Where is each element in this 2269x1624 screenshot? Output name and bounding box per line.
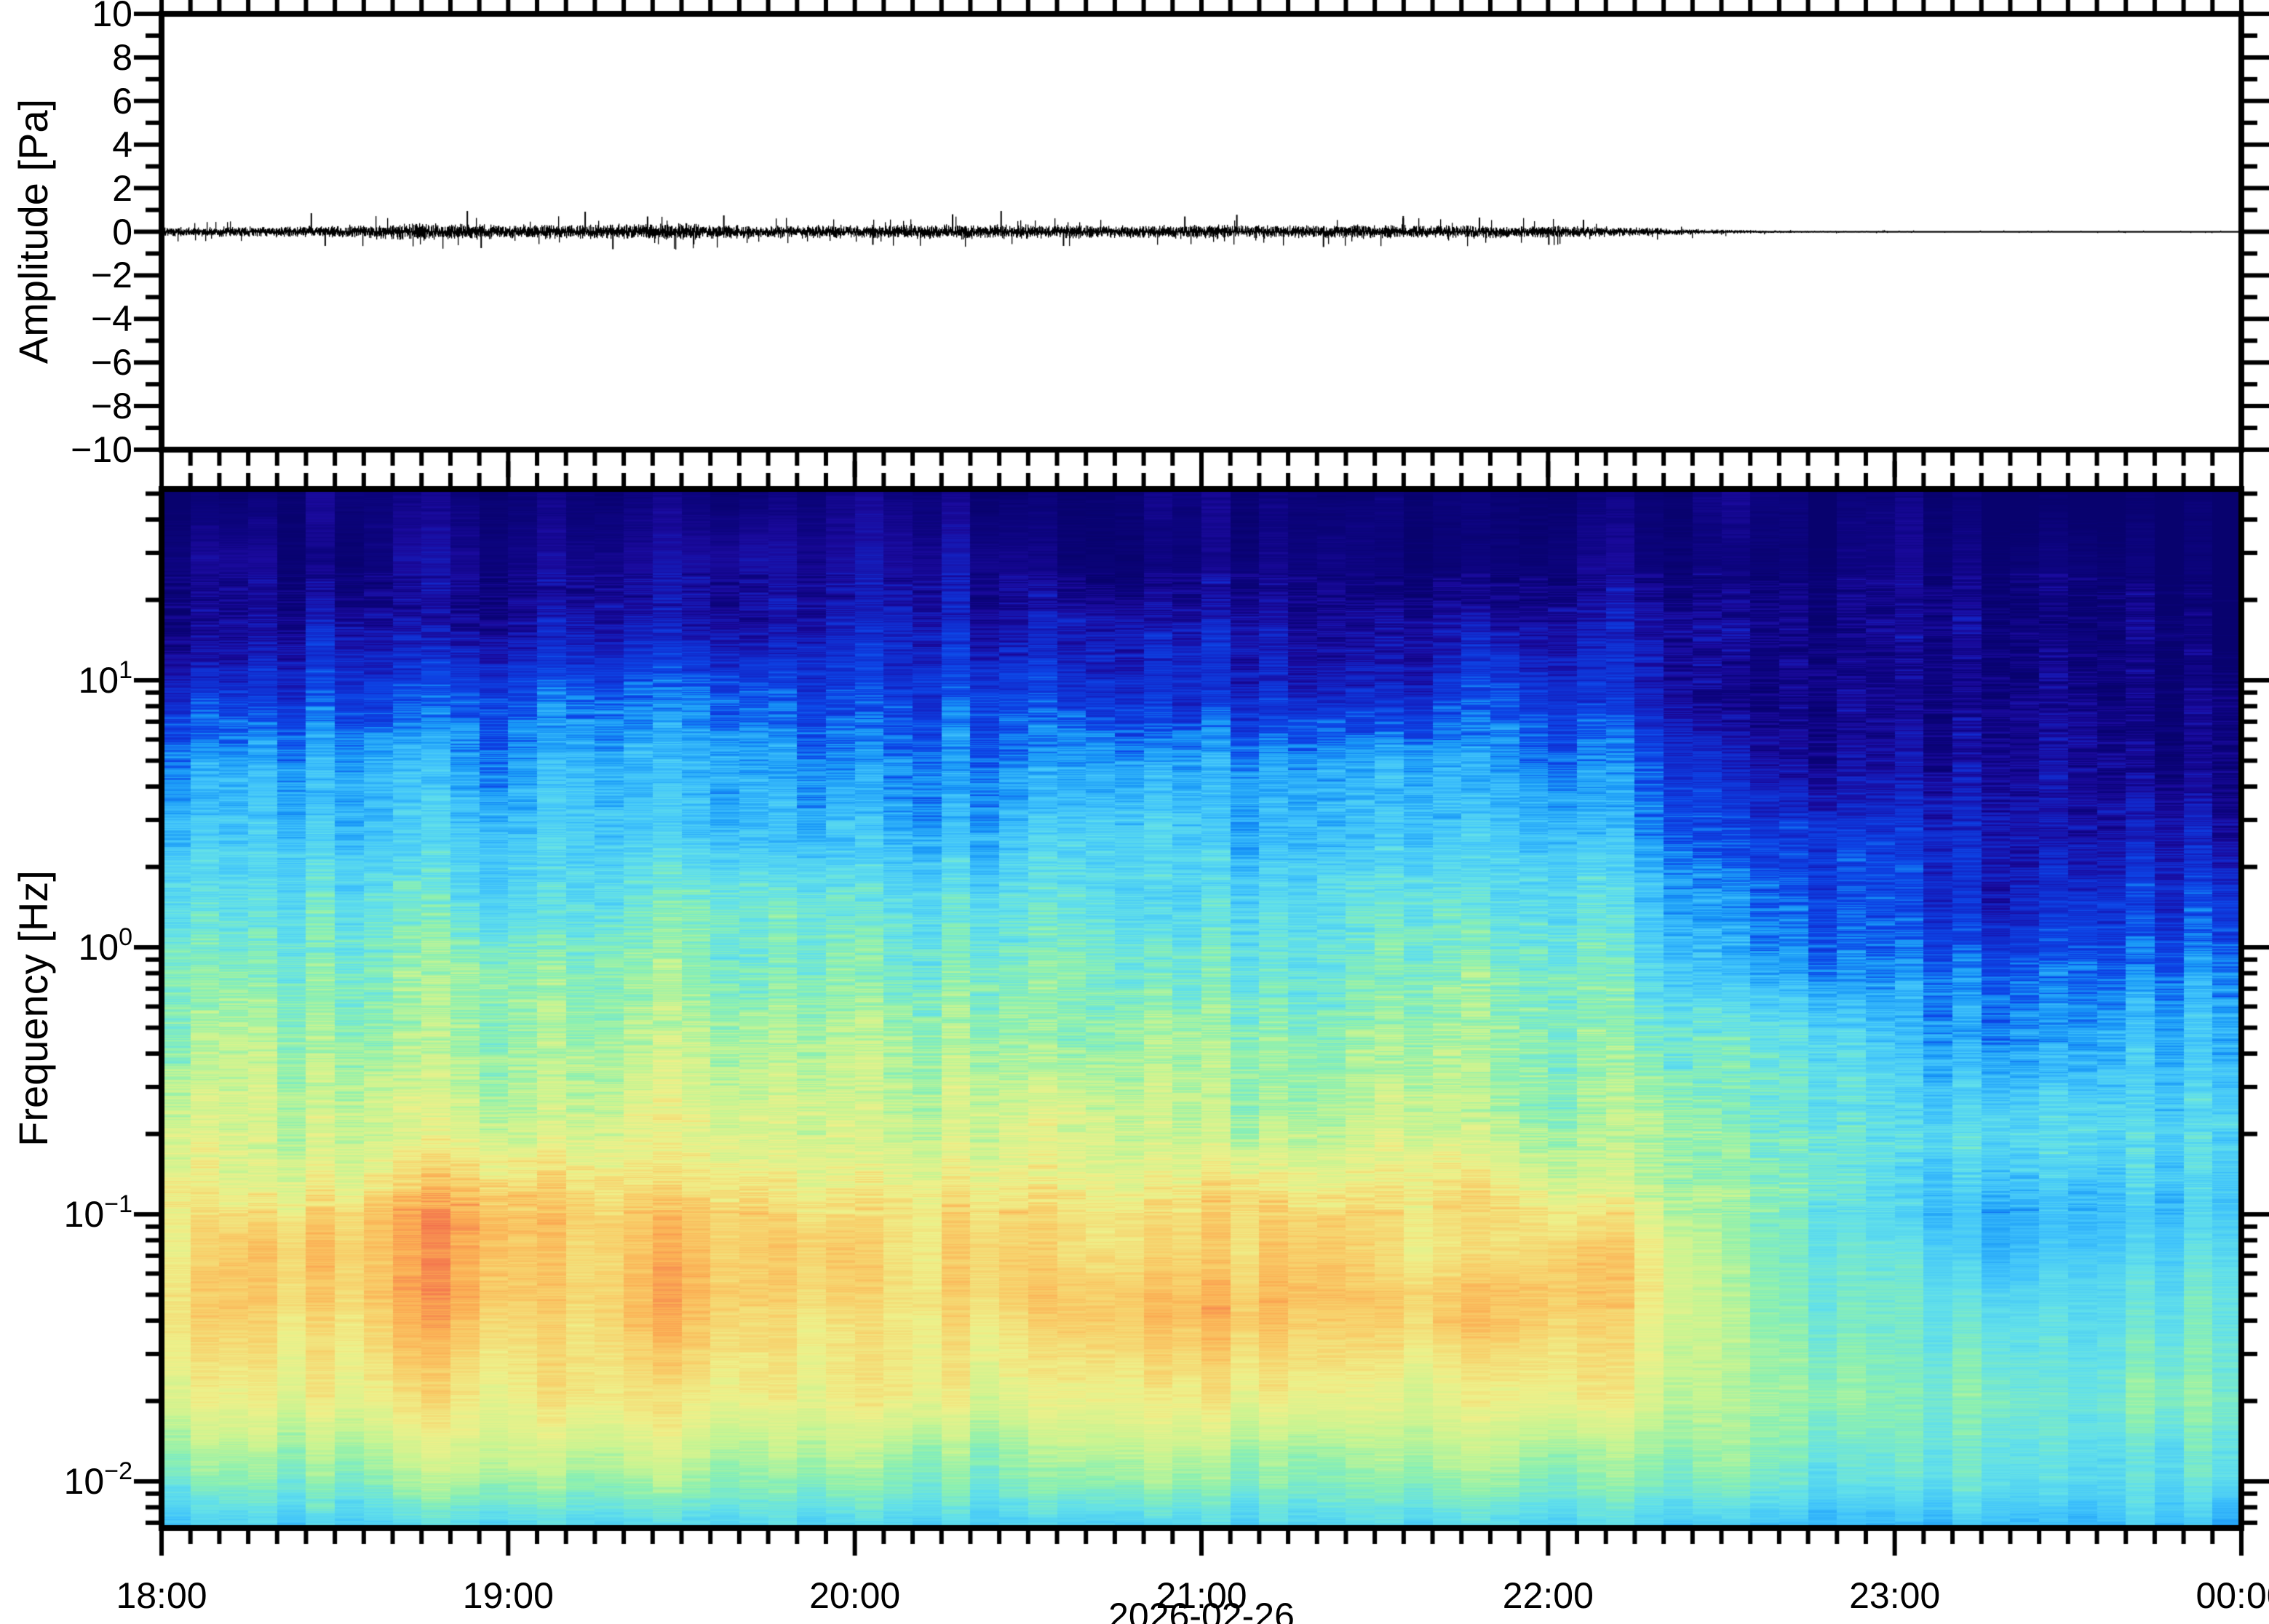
- amp-tick-label: −6: [90, 342, 132, 383]
- time-tick-label: 22:00: [1502, 1575, 1594, 1616]
- amplitude-axis-label: Amplitude [Pa]: [10, 98, 56, 365]
- freq-tick-exponent: 0: [119, 923, 132, 951]
- amp-tick-label: −8: [90, 386, 132, 427]
- freq-tick-label: 100: [78, 925, 132, 968]
- amp-tick-label: 4: [112, 124, 132, 165]
- date-label: 2026-02-26: [1108, 1596, 1295, 1624]
- amp-tick-label: 8: [112, 36, 132, 78]
- frequency-axis-label: Frequency [Hz]: [10, 870, 56, 1147]
- spectrogram-plot: [162, 489, 2241, 1528]
- time-tick-label: 21:00: [1156, 1575, 1247, 1616]
- time-tick-label: 19:00: [462, 1575, 554, 1616]
- freq-tick-label: 10−2: [63, 1459, 132, 1502]
- freq-tick-exponent: −1: [104, 1190, 132, 1218]
- freq-tick-exponent: 1: [119, 656, 132, 684]
- freq-tick-label: 101: [78, 658, 132, 701]
- time-tick-label: 00:00: [2196, 1575, 2269, 1616]
- time-tick-label: 23:00: [1849, 1575, 1941, 1616]
- time-tick-label: 20:00: [809, 1575, 901, 1616]
- freq-tick-base: 10: [63, 1461, 105, 1502]
- amp-tick-label: −4: [90, 298, 132, 340]
- amp-tick-label: −2: [90, 255, 132, 296]
- amp-tick-label: 10: [92, 0, 132, 34]
- freq-tick-base: 10: [63, 1194, 105, 1235]
- freq-tick-base: 10: [78, 927, 119, 968]
- freq-tick-label: 10−1: [63, 1192, 132, 1235]
- waveform-plot: [162, 14, 2241, 450]
- amp-tick-label: 6: [112, 80, 132, 122]
- freq-tick-exponent: −2: [104, 1457, 132, 1485]
- time-tick-label: 18:00: [116, 1575, 207, 1616]
- freq-tick-base: 10: [78, 660, 119, 701]
- amp-tick-label: −10: [71, 429, 132, 470]
- amp-tick-label: 0: [112, 211, 132, 252]
- amp-tick-label: 2: [112, 167, 132, 209]
